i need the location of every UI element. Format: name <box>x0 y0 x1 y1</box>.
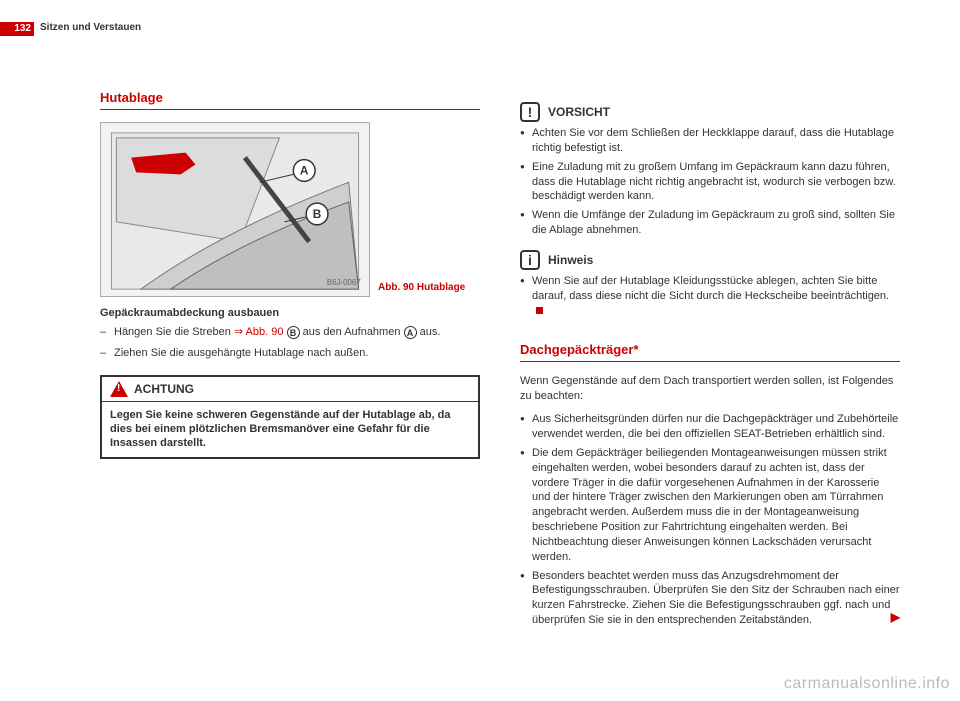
continue-arrow-icon: ▶ <box>891 609 900 625</box>
step-2: Ziehen Sie die ausgehängte Hutablage nac… <box>100 346 480 361</box>
hinweis-icon: i <box>520 250 540 270</box>
dach-bullet-1: Aus Sicherheitsgründen dürfen nur die Da… <box>520 412 900 442</box>
dach-bullet-3-text: Besonders beachtet werden muss das Anzug… <box>532 570 900 627</box>
figure-row: A B B6J-0067 Abb. 90 Hutablage <box>100 122 480 297</box>
subheading-ausbauen: Gepäckraumabdeckung ausbauen <box>100 307 480 319</box>
step-1: Hängen Sie die Streben ⇒ Abb. 90 B aus d… <box>100 325 480 340</box>
hinweis-bullet-1-text: Wenn Sie auf der Hutablage Kleidungsstüc… <box>532 275 889 302</box>
section-heading-hutablage: Hutablage <box>100 90 480 105</box>
dach-intro: Wenn Gegenstände auf dem Dach transporti… <box>520 374 900 404</box>
section-heading-dachgepaecktraeger: Dachgepäckträger* <box>520 342 900 357</box>
achtung-label: ACHTUNG <box>134 382 194 396</box>
achtung-header: ACHTUNG <box>102 377 478 402</box>
dach-bullet-2: Die dem Gepäckträger beiliegenden Montag… <box>520 446 900 565</box>
figure-caption: Abb. 90 Hutablage <box>378 282 465 293</box>
warning-triangle-icon <box>110 381 128 397</box>
figure-hutablage: A B B6J-0067 <box>100 122 370 297</box>
step-1-figure-link: ⇒ Abb. 90 <box>234 326 284 338</box>
dach-bullet-3: Besonders beachtet werden muss das Anzug… <box>520 569 900 628</box>
vorsicht-label: VORSICHT <box>548 105 610 119</box>
vorsicht-icon: ! <box>520 102 540 122</box>
achtung-body: Legen Sie keine schweren Gegenstände auf… <box>102 402 478 457</box>
hinweis-bullet-1: Wenn Sie auf der Hutablage Kleidungsstüc… <box>520 274 900 319</box>
step-1-text-mid: aus den Aufnahmen <box>303 326 404 338</box>
hinweis-label: Hinweis <box>548 253 593 267</box>
left-column: Hutablage A <box>100 90 480 681</box>
achtung-box: ACHTUNG Legen Sie keine schweren Gegenst… <box>100 375 480 459</box>
vorsicht-bullet-2: Eine Zuladung mit zu großem Umfang im Ge… <box>520 160 900 205</box>
marker-b-inline: B <box>287 326 300 339</box>
right-column: ! VORSICHT Achten Sie vor dem Schließen … <box>520 90 900 681</box>
step-1-text-end: aus. <box>420 326 441 338</box>
svg-text:B: B <box>313 207 322 221</box>
hinweis-header: i Hinweis <box>520 250 900 270</box>
header-title: Sitzen und Verstauen <box>40 22 141 33</box>
page-number-tab: 132 <box>0 22 34 36</box>
heading-rule-2 <box>520 361 900 362</box>
heading-rule <box>100 109 480 110</box>
svg-text:B6J-0067: B6J-0067 <box>327 278 361 287</box>
vorsicht-bullet-3: Wenn die Umfänge der Zuladung im Gepäckr… <box>520 208 900 238</box>
vorsicht-header: ! VORSICHT <box>520 102 900 122</box>
content-columns: Hutablage A <box>100 90 900 681</box>
step-1-text-pre: Hängen Sie die Streben <box>114 326 234 338</box>
watermark: carmanualsonline.info <box>784 675 950 693</box>
vorsicht-bullet-1: Achten Sie vor dem Schließen der Heckkla… <box>520 126 900 156</box>
svg-text:A: A <box>300 163 309 177</box>
end-square-icon <box>536 307 543 314</box>
marker-a-inline: A <box>404 326 417 339</box>
